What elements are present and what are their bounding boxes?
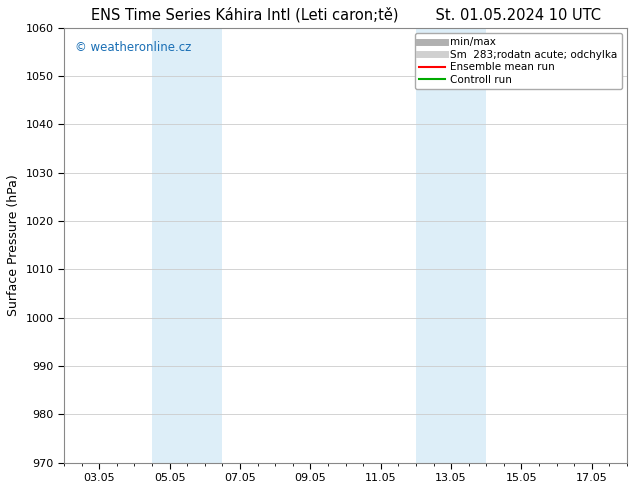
Y-axis label: Surface Pressure (hPa): Surface Pressure (hPa) — [7, 174, 20, 316]
Title: ENS Time Series Káhira Intl (Leti caron;tě)        St. 01.05.2024 10 UTC: ENS Time Series Káhira Intl (Leti caron;… — [91, 7, 600, 23]
Legend: min/max, Sm  283;rodatn acute; odchylka, Ensemble mean run, Controll run: min/max, Sm 283;rodatn acute; odchylka, … — [415, 33, 622, 89]
Text: © weatheronline.cz: © weatheronline.cz — [75, 41, 191, 54]
Bar — [152, 28, 223, 463]
Bar — [416, 28, 486, 463]
